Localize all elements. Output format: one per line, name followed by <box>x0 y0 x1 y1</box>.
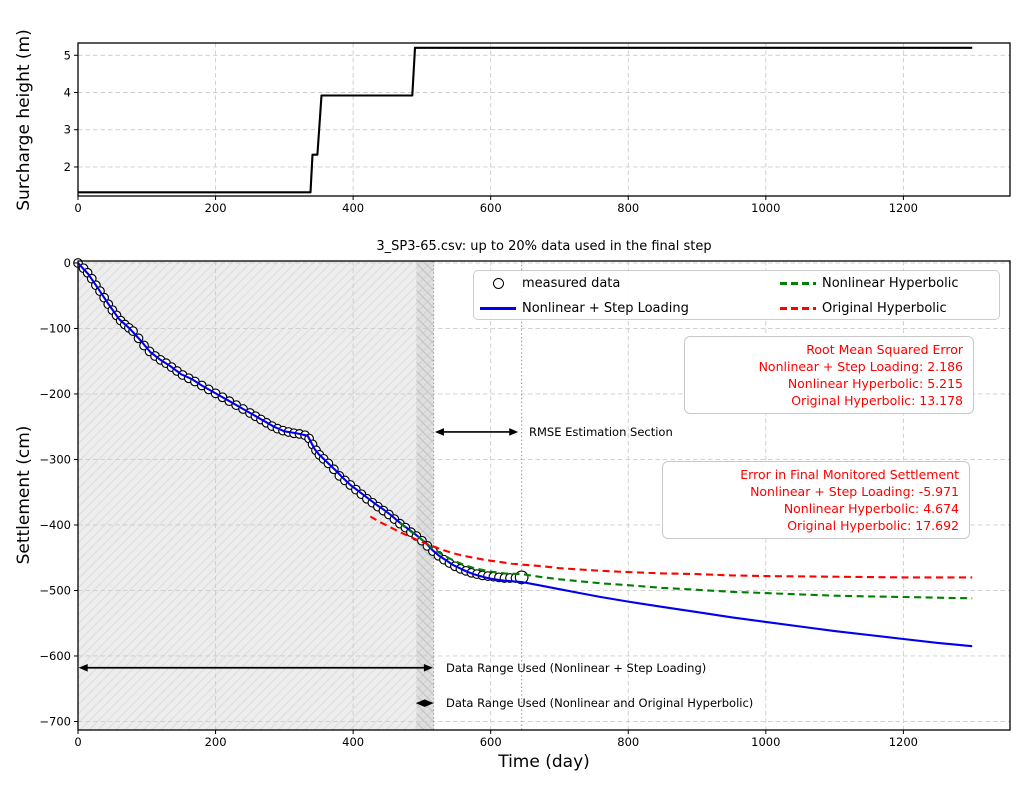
rmse-section-annotation: RMSE Estimation Section <box>529 425 673 439</box>
grid <box>78 43 1010 196</box>
data-range-step-loading-annotation: Data Range Used (Nonlinear + Step Loadin… <box>446 661 707 675</box>
svg-text:200: 200 <box>205 201 227 215</box>
svg-text:4: 4 <box>64 86 71 100</box>
rmse-original-hyperbolic: Original Hyperbolic: 13.178 <box>791 393 963 408</box>
final-error-title: Error in Final Monitored Settlement <box>740 467 959 482</box>
legend-item-step-loading: Nonlinear + Step Loading <box>474 296 774 321</box>
svg-text:−500: −500 <box>39 583 71 597</box>
final-error-nonlinear-hyperbolic: Nonlinear Hyperbolic: 4.674 <box>783 501 959 516</box>
dashed-red-line-icon <box>774 307 822 310</box>
svg-text:1200: 1200 <box>889 735 918 749</box>
legend: measured data Nonlinear + Step Loading N… <box>473 270 1000 320</box>
final-error-original-hyperbolic: Original Hyperbolic: 17.692 <box>787 518 959 533</box>
annotation-arrows <box>78 428 519 707</box>
series-original-hyperbolic <box>369 515 973 579</box>
svg-text:1200: 1200 <box>889 201 918 215</box>
chart-title: 3_SP3-65.csv: up to 20% data used in the… <box>376 239 712 254</box>
svg-text:800: 800 <box>617 201 639 215</box>
legend-label: Original Hyperbolic <box>822 301 947 316</box>
final-error-info-box: Error in Final Monitored Settlement Nonl… <box>662 461 970 539</box>
svg-text:400: 400 <box>342 735 364 749</box>
svg-text:−600: −600 <box>39 649 71 663</box>
tick-labels: 0 200 400 600 800 1000 1200 0 −100 −200 −300 −400 −5… <box>39 256 918 749</box>
dashed-green-line-icon <box>774 282 822 285</box>
svg-text:−100: −100 <box>39 321 71 335</box>
svg-text:−300: −300 <box>39 452 71 466</box>
svg-text:1000: 1000 <box>751 201 780 215</box>
time-axis-label: Time (day) <box>498 752 590 772</box>
settlement-axis-label: Settlement (cm) <box>14 425 34 565</box>
legend-label: Nonlinear Hyperbolic <box>822 276 959 291</box>
axes-spine <box>77 42 1011 197</box>
svg-text:−700: −700 <box>39 714 71 728</box>
svg-text:−400: −400 <box>39 518 71 532</box>
rmse-nonlinear-hyperbolic: Nonlinear Hyperbolic: 5.215 <box>787 376 963 391</box>
svg-text:0: 0 <box>74 201 81 215</box>
svg-text:600: 600 <box>480 201 502 215</box>
settlement-plot: 0 200 400 600 800 1000 1200 0 −100 −200 −300 −400 −5… <box>39 256 1011 749</box>
rmse-title: Root Mean Squared Error <box>806 342 963 357</box>
tick-labels: 0 200 400 600 800 1000 1200 2 3 4 5 <box>64 48 918 215</box>
series-surcharge-height <box>78 46 973 194</box>
series-nonlinear-hyperbolic <box>399 522 973 600</box>
svg-text:5: 5 <box>64 48 71 62</box>
svg-text:0: 0 <box>74 735 81 749</box>
svg-text:200: 200 <box>205 735 227 749</box>
legend-item-original-hyperbolic: Original Hyperbolic <box>774 296 999 321</box>
svg-text:600: 600 <box>480 735 502 749</box>
solid-blue-line-icon <box>474 307 522 310</box>
legend-item-measured-data: measured data <box>474 271 774 296</box>
surcharge-axis-label: Surcharge height (m) <box>14 29 34 211</box>
axes-spine <box>77 260 1011 731</box>
svg-text:2: 2 <box>64 160 71 174</box>
legend-item-nonlinear-hyperbolic: Nonlinear Hyperbolic <box>774 271 999 296</box>
svg-text:800: 800 <box>617 735 639 749</box>
legend-label: Nonlinear + Step Loading <box>522 301 689 316</box>
surcharge-plot: 0 200 400 600 800 1000 1200 2 3 4 5 <box>64 42 1011 215</box>
svg-text:−200: −200 <box>39 387 71 401</box>
rmse-info-box: Root Mean Squared Error Nonlinear + Step… <box>684 336 974 414</box>
svg-text:3: 3 <box>64 123 71 137</box>
final-error-step-loading: Nonlinear + Step Loading: -5.971 <box>750 484 959 499</box>
svg-text:400: 400 <box>342 201 364 215</box>
rmse-step-loading: Nonlinear + Step Loading: 2.186 <box>758 359 963 374</box>
legend-label: measured data <box>522 276 621 291</box>
data-range-hyperbolic-annotation: Data Range Used (Nonlinear and Original … <box>446 696 754 710</box>
series-nonlinear-step-loading <box>77 262 973 648</box>
svg-text:1000: 1000 <box>751 735 780 749</box>
svg-text:0: 0 <box>64 256 71 270</box>
open-circle-marker-icon <box>474 278 522 289</box>
